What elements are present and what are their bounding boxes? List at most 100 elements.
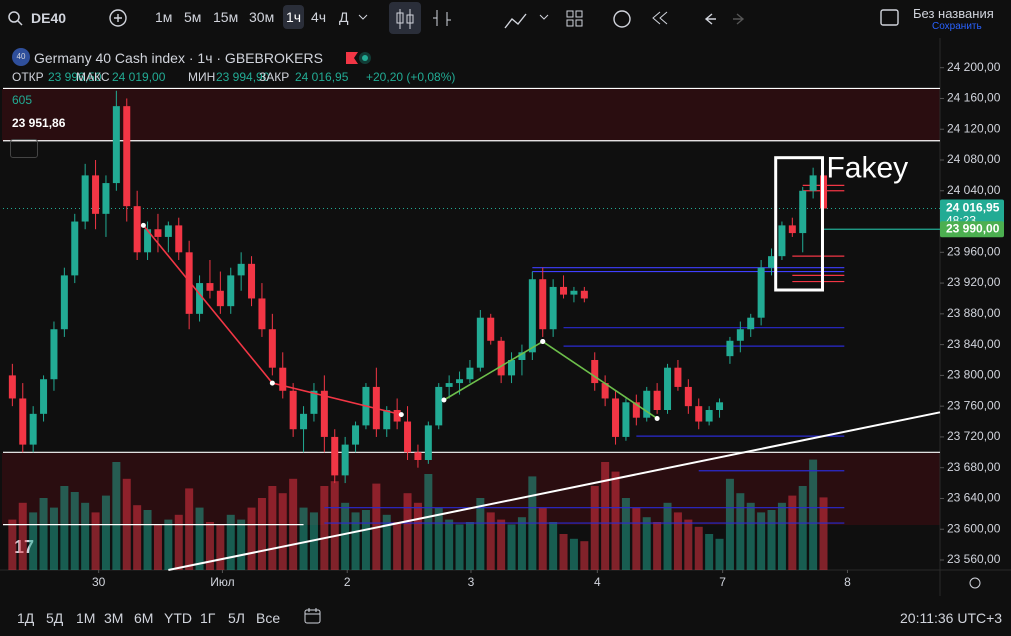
- candle-body: [227, 275, 235, 307]
- settings-icon[interactable]: [969, 577, 981, 589]
- volume-bar: [694, 526, 703, 570]
- range-button[interactable]: 6М: [134, 610, 154, 626]
- layouts-icon[interactable]: [566, 10, 583, 27]
- replay-icon[interactable]: [652, 11, 668, 25]
- candle-body: [40, 379, 48, 414]
- volume-bar: [621, 498, 630, 570]
- layout-icon[interactable]: [880, 9, 899, 26]
- volume-bar: [757, 512, 766, 570]
- add-symbol-plus: [114, 14, 122, 22]
- candle-body: [612, 398, 620, 437]
- candle-body: [310, 390, 318, 414]
- volume-bar: [237, 519, 246, 570]
- volume-bar: [257, 498, 266, 570]
- volume-bar: [393, 522, 402, 570]
- candle-body: [643, 390, 651, 418]
- candle-body: [508, 360, 516, 376]
- flag: [346, 52, 358, 64]
- change: +20,20 (+0,08%): [366, 70, 456, 84]
- indicators-menu[interactable]: [539, 14, 549, 20]
- alert-icon[interactable]: [613, 10, 631, 28]
- x-tick-label: 2: [344, 575, 351, 589]
- candle-body: [341, 444, 349, 476]
- candle-body: [580, 290, 588, 299]
- volume-bar: [247, 507, 256, 570]
- ohlc-label: ЗАКР: [259, 70, 290, 84]
- volume-bar: [580, 541, 589, 570]
- range-button[interactable]: YTD: [164, 610, 192, 626]
- interval-button[interactable]: 30м: [249, 9, 275, 25]
- y-tick-label: 23 640,00: [947, 491, 1001, 505]
- chart-title: Germany 40 Cash index · 1ч · GBEBROKERS: [34, 50, 323, 66]
- candle-body: [216, 290, 224, 307]
- volume-bar: [341, 502, 350, 570]
- candle-body: [757, 267, 765, 318]
- interval-button[interactable]: 4ч: [311, 9, 327, 25]
- interval-button[interactable]: 5м: [184, 9, 202, 25]
- undo-icon[interactable]: [704, 13, 716, 25]
- zigzag: [542, 340, 658, 420]
- y-tick-label: 23 720,00: [947, 429, 1001, 443]
- volume-bar: [101, 495, 110, 570]
- candle-body: [487, 317, 495, 341]
- volume-bar: [788, 495, 797, 570]
- volume-bar: [569, 538, 578, 570]
- volume-bar: [767, 510, 776, 570]
- volume-bar: [465, 522, 474, 570]
- search-icon-handle: [17, 20, 23, 26]
- y-tick-label: 24 120,00: [947, 121, 1001, 135]
- chart-type-button[interactable]: [389, 2, 421, 34]
- interval-button[interactable]: 1м: [155, 9, 173, 25]
- symbol[interactable]: DE40: [31, 10, 67, 26]
- volume-bar: [507, 524, 516, 570]
- bars-icon[interactable]: [433, 10, 451, 26]
- volume-bar: [403, 493, 412, 570]
- y-tick-label: 23 600,00: [947, 521, 1001, 535]
- range-button[interactable]: 5Л: [228, 610, 245, 626]
- candle-body: [591, 360, 599, 384]
- interval-button[interactable]: Д: [339, 9, 349, 25]
- candle-body: [476, 317, 484, 368]
- zone: [2, 89, 940, 141]
- layout-name[interactable]: Без названия: [913, 6, 994, 21]
- redo-icon[interactable]: [733, 13, 745, 25]
- collapse-button[interactable]: [10, 139, 38, 158]
- search-icon[interactable]: [8, 11, 20, 23]
- candle-icon: [399, 9, 411, 29]
- volume-bar: [663, 502, 672, 570]
- volume-bar: [413, 502, 422, 570]
- level-text: 23 990,00: [946, 221, 1000, 235]
- range-button[interactable]: Все: [256, 610, 281, 626]
- interval-button[interactable]: 15м: [213, 9, 239, 25]
- volume-bar: [299, 507, 308, 570]
- volume-bar: [133, 505, 142, 570]
- interval-button[interactable]: 1ч: [283, 5, 305, 29]
- volume-bar: [153, 524, 162, 570]
- add-symbol[interactable]: [109, 9, 127, 27]
- y-tick-label: 24 080,00: [947, 152, 1001, 166]
- candle-body: [674, 367, 682, 387]
- x-tick-label: Июл: [210, 575, 234, 589]
- candle-body: [778, 225, 786, 257]
- volume-bar: [684, 519, 693, 570]
- interval-menu[interactable]: [358, 14, 368, 20]
- indicators-icon[interactable]: [504, 13, 527, 29]
- candle-body: [705, 410, 713, 422]
- date-range-icon[interactable]: [303, 606, 323, 626]
- candle-body: [60, 275, 68, 330]
- range-button[interactable]: 1Г: [200, 610, 216, 626]
- ohlc-label: МИН: [188, 70, 216, 84]
- volume-bar: [216, 524, 225, 570]
- range-button[interactable]: 5Д: [46, 610, 64, 626]
- range-button[interactable]: 1М: [76, 610, 96, 626]
- x-tick-label: 7: [719, 575, 726, 589]
- range-button[interactable]: 3М: [104, 610, 124, 626]
- volume-bar: [809, 459, 818, 570]
- range-button[interactable]: 1Д: [17, 610, 35, 626]
- volume-bar: [18, 502, 27, 570]
- volume-bar: [746, 502, 755, 570]
- candle-body: [414, 452, 422, 460]
- candle-body: [289, 390, 297, 430]
- pivot: [140, 222, 146, 228]
- volume-bar: [642, 517, 651, 570]
